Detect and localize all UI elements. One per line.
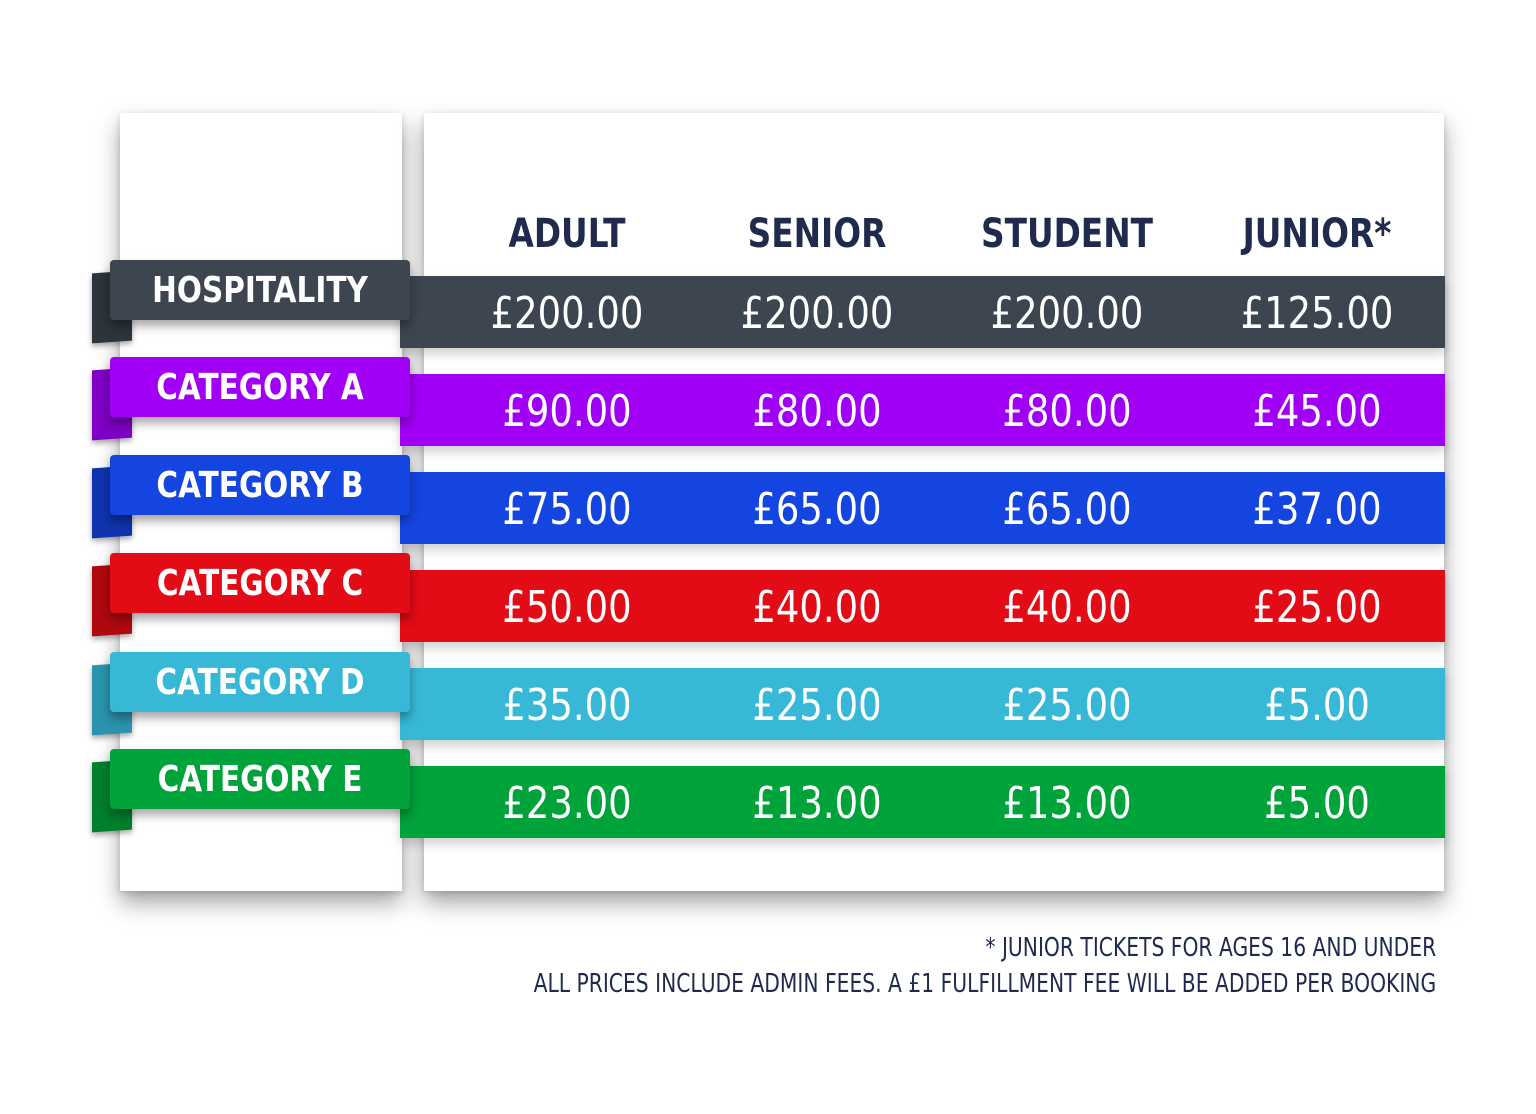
price-category-a-student: £80.00 [1002,386,1132,437]
footnotes: * JUNIOR TICKETS FOR AGES 16 AND UNDER A… [279,930,1436,1002]
price-category-c-student: £40.00 [1002,582,1132,633]
price-category-b-adult: £75.00 [502,484,632,535]
price-category-e-senior: £13.00 [752,778,882,829]
price-category-d-junior: £5.00 [1264,680,1370,731]
price-category-e-student: £13.00 [1002,778,1132,829]
price-hospitality-senior: £200.00 [740,288,894,339]
column-header-adult: ADULT [508,211,626,257]
price-category-a-junior: £45.00 [1252,386,1382,437]
column-header-student: STUDENT [980,211,1154,257]
ribbon-label-category-c: CATEGORY C [156,563,364,604]
price-category-c-adult: £50.00 [502,582,632,633]
row-bar-hospitality [400,276,1445,348]
row-bar-category-c [400,570,1445,642]
price-category-a-senior: £80.00 [752,386,882,437]
ribbon-label-category-a: CATEGORY A [156,367,364,408]
price-category-e-adult: £23.00 [502,778,632,829]
price-category-c-senior: £40.00 [752,582,882,633]
column-header-junior: JUNIOR* [1242,211,1392,257]
price-category-d-senior: £25.00 [752,680,882,731]
row-bar-category-a [400,374,1445,446]
ribbon-hospitality [110,260,410,320]
ribbon-category-a [110,357,410,417]
price-category-a-adult: £90.00 [502,386,632,437]
row-bar-category-b [400,472,1445,544]
ribbon-category-b [110,455,410,515]
price-category-c-junior: £25.00 [1252,582,1382,633]
footnote-junior: * JUNIOR TICKETS FOR AGES 16 AND UNDER [985,933,1436,963]
price-hospitality-junior: £125.00 [1240,288,1394,339]
ribbon-label-category-e: CATEGORY E [157,759,363,800]
price-category-b-junior: £37.00 [1252,484,1382,535]
ribbon-label-hospitality: HOSPITALITY [152,270,368,311]
price-hospitality-student: £200.00 [990,288,1144,339]
row-bar-category-e [400,766,1445,838]
price-category-e-junior: £5.00 [1264,778,1370,829]
column-headers: ADULT SENIOR (65+) STUDENT JUNIOR* [424,200,1444,325]
price-category-b-student: £65.00 [1002,484,1132,535]
price-category-d-adult: £35.00 [502,680,632,731]
price-category-d-student: £25.00 [1002,680,1132,731]
row-bar-category-d [400,668,1445,740]
ribbon-category-e [110,749,410,809]
price-hospitality-adult: £200.00 [490,288,644,339]
ribbon-label-category-d: CATEGORY D [155,662,365,703]
price-category-b-senior: £65.00 [752,484,882,535]
ribbon-category-d [110,652,410,712]
ribbon-category-c [110,553,410,613]
ribbon-label-category-b: CATEGORY B [156,465,364,506]
footnote-fees: ALL PRICES INCLUDE ADMIN FEES. A £1 FULF… [533,969,1436,999]
